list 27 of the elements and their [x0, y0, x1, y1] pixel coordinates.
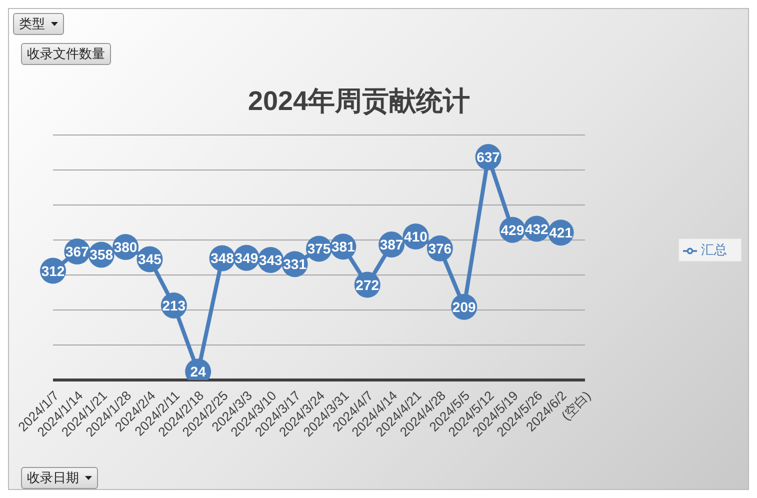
data-label: 381 — [332, 238, 356, 255]
data-label: 367 — [66, 244, 90, 260]
chart-title: 2024年周贡献统计 — [246, 85, 472, 118]
data-label: 358 — [90, 246, 114, 263]
data-label: 421 — [549, 224, 573, 241]
data-label: 348 — [210, 250, 234, 266]
data-label: 637 — [476, 149, 500, 166]
data-label: 312 — [41, 262, 65, 279]
data-label: 272 — [356, 276, 380, 293]
field-button: 收录日期 — [21, 467, 98, 489]
data-label: 429 — [500, 222, 524, 238]
data-label: 349 — [234, 250, 258, 266]
data-label: 345 — [138, 251, 162, 268]
field-button: 收录文件数量 — [21, 43, 111, 65]
data-label: 387 — [380, 236, 404, 253]
data-label: 376 — [428, 240, 452, 256]
data-label: 432 — [524, 220, 549, 237]
data-label: 343 — [258, 252, 283, 268]
field-button: 类型 — [13, 13, 64, 35]
data-label: 209 — [452, 298, 476, 315]
data-label: 24 — [190, 364, 206, 380]
data-label: 410 — [404, 228, 428, 244]
data-label: 331 — [283, 256, 307, 272]
data-label: 375 — [307, 240, 331, 257]
data-label: 380 — [114, 238, 138, 255]
data-label: 213 — [162, 297, 186, 314]
legend-label: 汇总 — [701, 242, 727, 257]
